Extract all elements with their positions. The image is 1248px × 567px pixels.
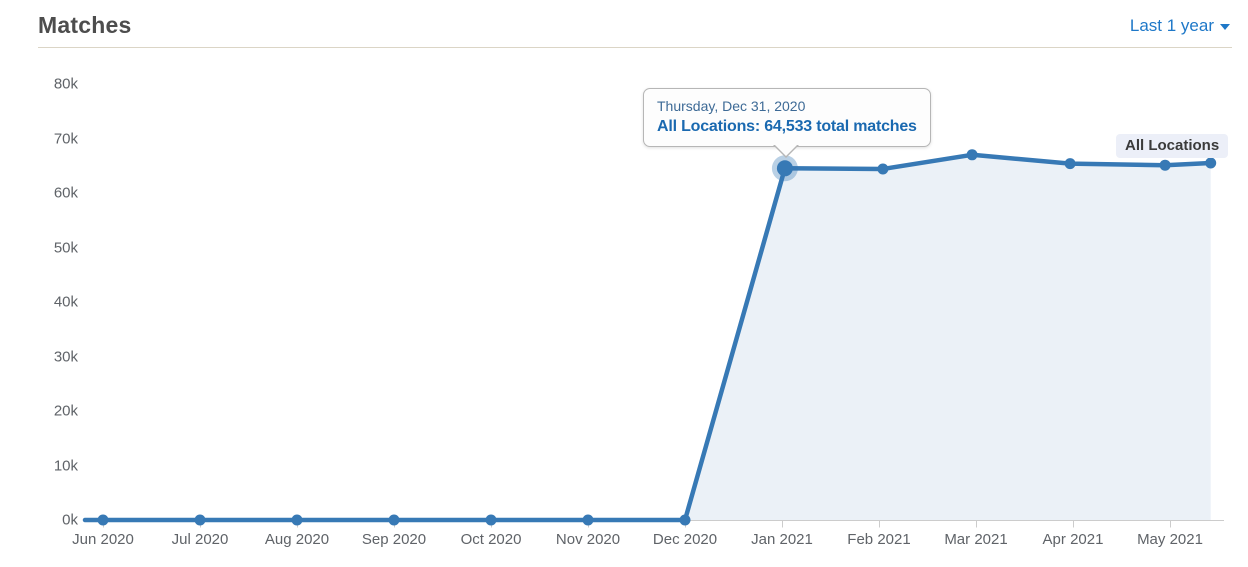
data-point-marker[interactable]	[97, 514, 109, 526]
header-divider	[38, 47, 1232, 48]
tooltip-date: Thursday, Dec 31, 2020	[657, 98, 806, 114]
tooltip-value: All Locations: 64,533 total matches	[657, 118, 917, 135]
series-label: All Locations	[1116, 134, 1229, 158]
hovered-data-point-marker[interactable]	[776, 160, 793, 177]
data-point-marker[interactable]	[877, 163, 889, 175]
data-point-marker[interactable]	[582, 514, 594, 526]
header: Matches Last 1 year	[0, 0, 1248, 48]
period-selector-label: Last 1 year	[1129, 16, 1214, 35]
chevron-down-icon	[1220, 23, 1230, 30]
series-line	[82, 152, 1213, 523]
data-point-marker[interactable]	[485, 514, 497, 526]
data-point-marker[interactable]	[1159, 159, 1171, 171]
data-point-marker[interactable]	[1205, 157, 1217, 169]
data-point-marker[interactable]	[388, 514, 400, 526]
tooltip: Thursday, Dec 31, 2020 All Locations: 64…	[643, 88, 931, 158]
data-point-marker[interactable]	[291, 514, 303, 526]
data-point-marker[interactable]	[679, 514, 691, 526]
data-point-marker[interactable]	[1064, 158, 1076, 170]
data-point-marker[interactable]	[966, 149, 978, 161]
data-point-marker[interactable]	[194, 514, 206, 526]
period-selector-dropdown[interactable]: Last 1 year	[1130, 16, 1230, 36]
page-title: Matches	[38, 12, 132, 38]
area-fill	[85, 154, 1211, 521]
